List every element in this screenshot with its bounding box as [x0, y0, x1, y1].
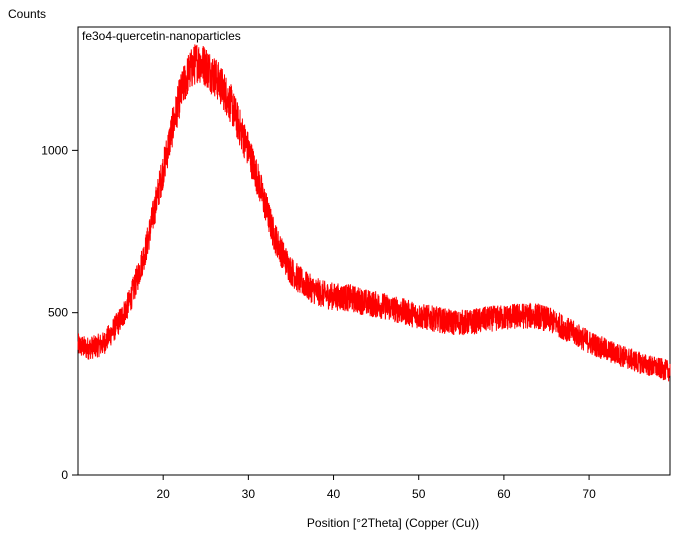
- x-tick-label: 20: [157, 487, 171, 501]
- y-tick-label: 1000: [41, 143, 68, 157]
- x-axis: 20 30 40 50 60 70: [157, 475, 596, 501]
- chart-title: fe3o4-quercetin-nanoparticles: [82, 29, 241, 43]
- x-tick-label: 50: [412, 487, 426, 501]
- y-axis: 0 500 1000: [41, 143, 78, 482]
- x-tick-label: 60: [497, 487, 511, 501]
- y-axis-title: Counts: [8, 7, 46, 21]
- x-axis-title: Position [°2Theta] (Copper (Cu)): [307, 516, 479, 530]
- x-tick-label: 30: [242, 487, 256, 501]
- x-tick-label: 40: [327, 487, 341, 501]
- x-tick-label: 70: [582, 487, 596, 501]
- plot-area: [77, 44, 671, 382]
- plot-frame: [77, 26, 671, 476]
- y-tick-label: 0: [61, 468, 68, 482]
- series-line: [77, 44, 671, 382]
- y-tick-label: 500: [48, 306, 68, 320]
